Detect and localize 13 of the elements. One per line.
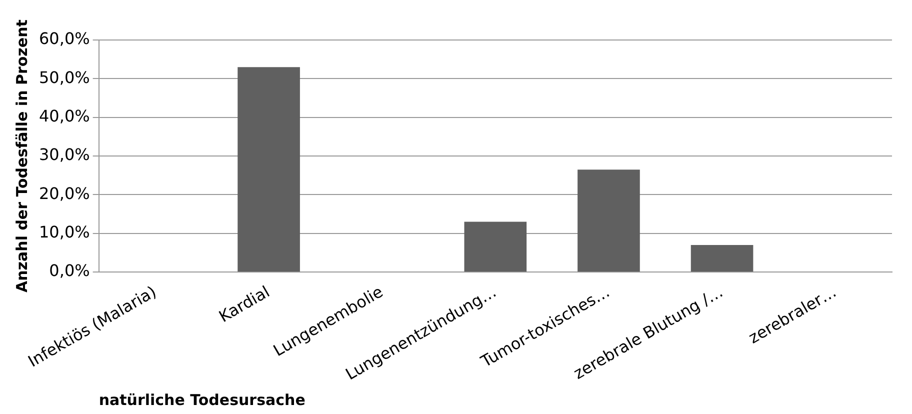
bar bbox=[690, 245, 754, 272]
y-axis-title: Anzahl der Todesfälle in Prozent bbox=[12, 20, 31, 292]
y-tick-label: 20,0% bbox=[39, 184, 90, 203]
y-tick-label: 10,0% bbox=[39, 222, 90, 242]
y-tick-label: 0,0% bbox=[49, 261, 90, 280]
y-tick-label: 50,0% bbox=[39, 68, 90, 87]
bar bbox=[238, 67, 300, 272]
y-tick-label: 40,0% bbox=[39, 106, 90, 126]
x-axis-title: natürliche Todesursache bbox=[98, 390, 306, 409]
bar bbox=[578, 170, 640, 272]
bar bbox=[464, 222, 527, 272]
y-tick-label: 30,0% bbox=[39, 145, 90, 164]
y-tick-label: 60,0% bbox=[39, 29, 90, 48]
